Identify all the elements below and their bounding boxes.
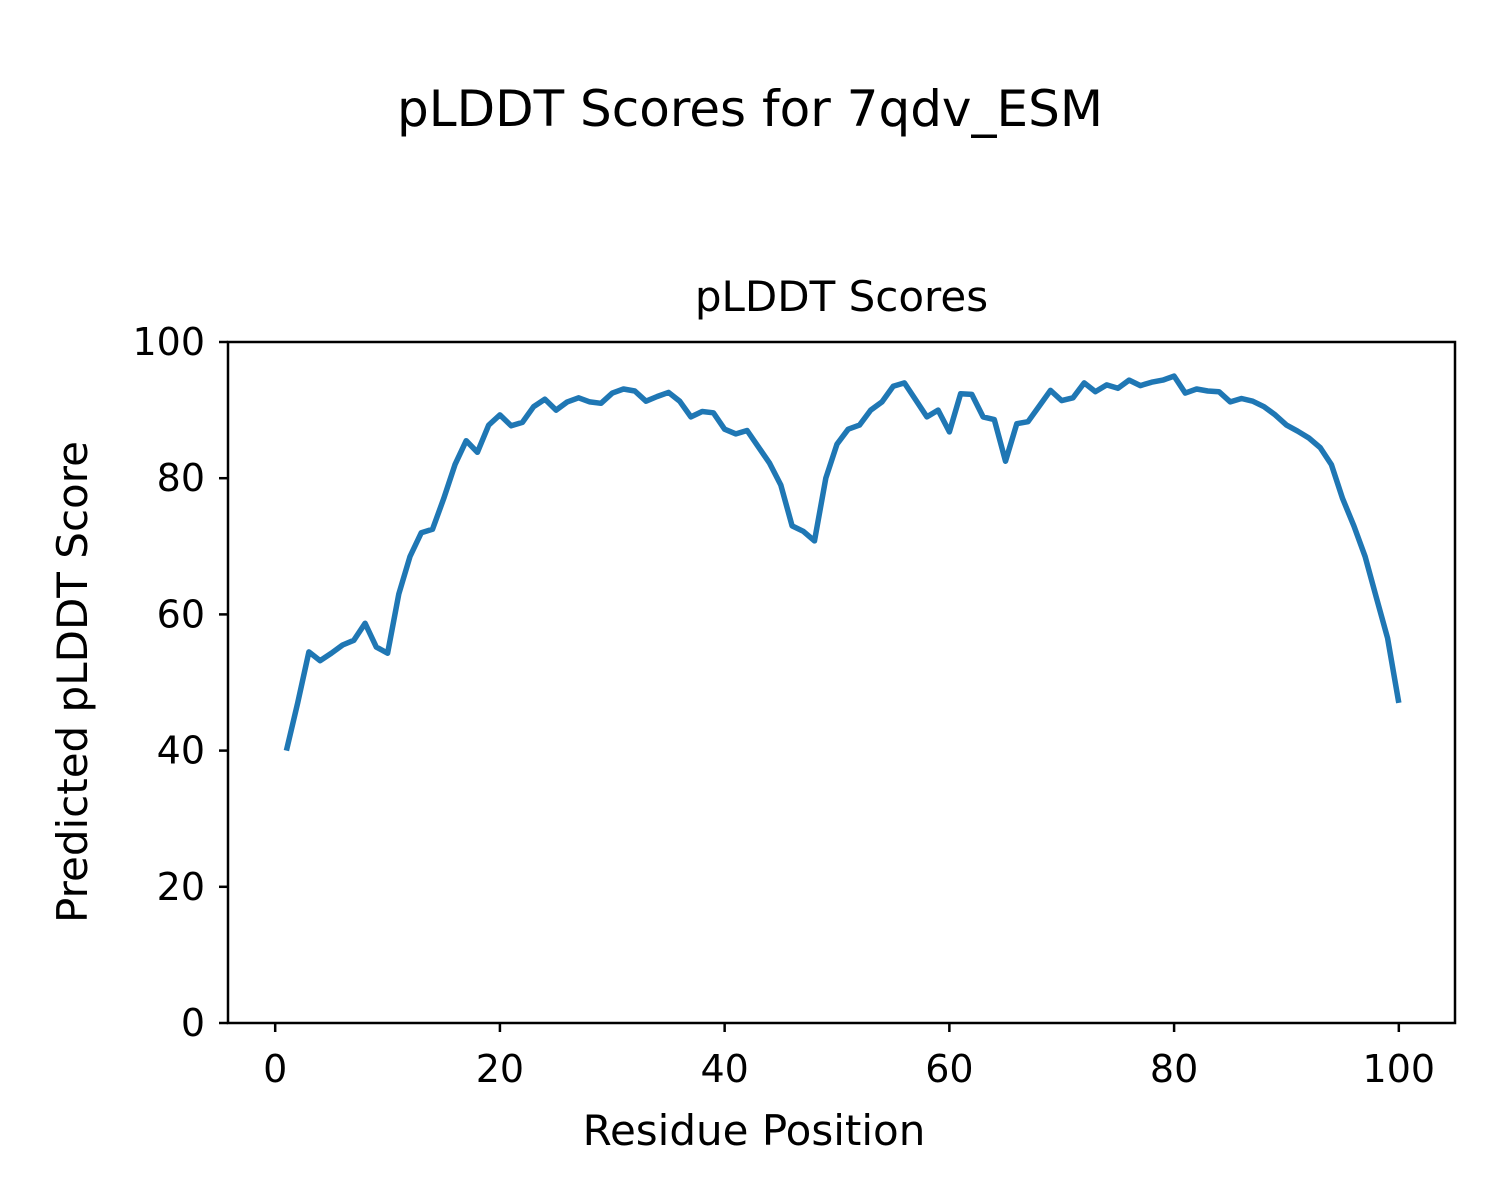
x-tick-label: 0 [263,1047,287,1091]
x-tick-label: 80 [1150,1047,1198,1091]
axes-box [226,340,1457,1025]
plot-title: pLDDT Scores [694,272,989,321]
y-tick-label: 20 [157,865,205,909]
y-tick-label: 100 [132,320,205,364]
axis-ticks [219,340,1401,1032]
y-axis-label: Predicted pLDDT Score [47,441,97,923]
y-tick-label: 80 [157,456,205,500]
x-tick-label: 40 [700,1047,748,1091]
figure-suptitle: pLDDT Scores for 7qdv_ESM [396,80,1103,138]
x-axis-label: Residue Position [582,1106,926,1155]
axis-tick-labels: 0 20 40 60 80 100 0 20 40 60 80 100 [132,320,1435,1091]
y-tick-label: 0 [181,1001,205,1045]
x-tick-label: 20 [476,1047,524,1091]
plddt-line [283,373,1402,752]
x-tick-label: 60 [925,1047,973,1091]
y-tick-label: 60 [157,592,205,636]
x-tick-label: 100 [1363,1047,1436,1091]
y-tick-label: 40 [157,729,205,773]
